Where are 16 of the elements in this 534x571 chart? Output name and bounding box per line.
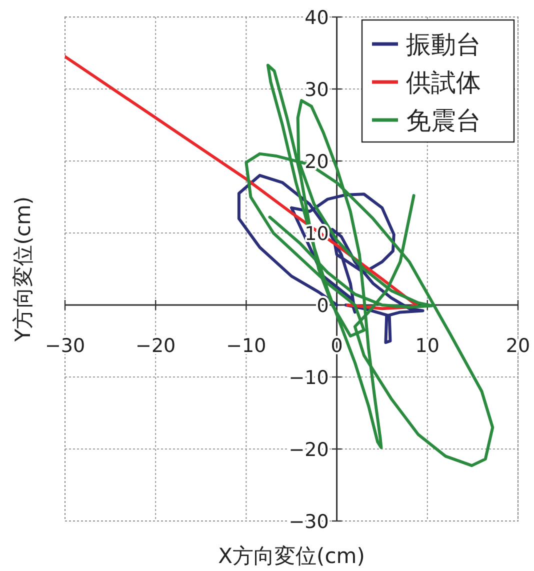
legend-label: 供試体 bbox=[406, 68, 481, 97]
y-axis-title: Y方向変位(cm) bbox=[11, 196, 35, 343]
y-tick-label: −20 bbox=[288, 439, 329, 461]
y-tick-label: −30 bbox=[288, 511, 329, 533]
x-tick-label: −20 bbox=[136, 335, 176, 357]
y-tick-label: 20 bbox=[304, 151, 329, 173]
x-axis-title: X方向変位(cm) bbox=[218, 544, 365, 568]
x-tick-label: −10 bbox=[226, 335, 266, 357]
y-tick-label: 30 bbox=[304, 79, 329, 101]
legend-label: 振動台 bbox=[406, 30, 481, 59]
x-tick-label: −30 bbox=[44, 335, 86, 357]
legend-label: 免震台 bbox=[406, 106, 481, 135]
x-tick-label: 10 bbox=[415, 335, 440, 357]
x-tick-label: 20 bbox=[506, 335, 530, 357]
y-tick-label: −10 bbox=[288, 367, 329, 389]
y-tick-label: 40 bbox=[304, 7, 329, 29]
